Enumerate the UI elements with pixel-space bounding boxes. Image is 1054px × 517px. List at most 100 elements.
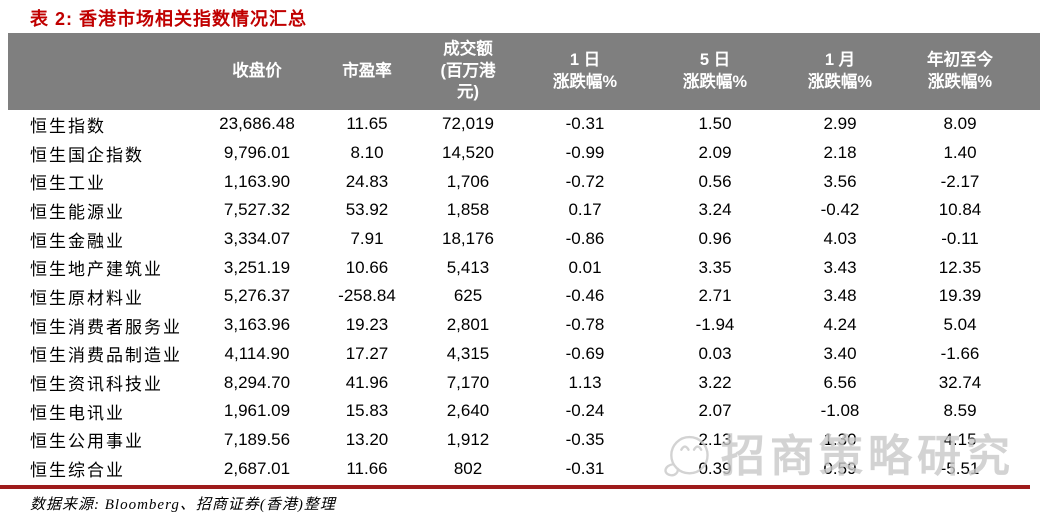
chg_ytd-cell: 10.84 [938, 200, 982, 220]
table-row: 恒生工业 1,163.90 24.83 1,706 -0.72 0.56 3.56 -2.17 [8, 167, 1040, 196]
chg_1d-cell: -0.31 [565, 114, 605, 134]
close-cell: 1,961.09 [223, 401, 291, 421]
table-row: 恒生资讯科技业 8,294.70 41.96 7,170 1.13 3.22 6.56 32.… [8, 368, 1040, 397]
chg_5d-cell: 1.50 [698, 114, 732, 134]
pe-cell: 11.66 [346, 458, 388, 478]
chg_1m-cell: 4.03 [823, 229, 857, 249]
index-name-cell: 恒生指数 [30, 116, 106, 136]
chg_ytd-cell: -1.66 [940, 343, 980, 363]
chg_1m-cell: -0.42 [820, 200, 860, 220]
chg_1d-cell: -0.86 [565, 229, 605, 249]
chg_5d-cell: 0.56 [698, 171, 732, 191]
close-cell: 9,796.01 [223, 143, 291, 163]
index-name-cell: 恒生公用事业 [30, 432, 144, 452]
table-row: 恒生消费品制造业 4,114.90 17.27 4,315 -0.69 0.03 3.40 -… [8, 340, 1040, 369]
table-row: 恒生综合业 2,687.01 11.66 802 -0.31 0.39 0.59 -5.51 [8, 454, 1040, 483]
close-cell: 3,163.96 [223, 315, 291, 335]
pe-cell: 15.83 [345, 401, 389, 421]
chg_5d-cell: 2.07 [698, 401, 732, 421]
chg_1d-cell: -0.46 [565, 286, 605, 306]
chg_ytd-cell: 19.39 [938, 286, 982, 306]
chg_1m-cell: 1.30 [823, 429, 857, 449]
data-source-note: 数据来源: Bloomberg、招商证券(香港)整理 [30, 497, 336, 513]
turnover-cell: 1,912 [446, 429, 490, 449]
table-row: 恒生电讯业 1,961.09 15.83 2,640 -0.24 2.07 -1.08 8.5… [8, 397, 1040, 426]
chg_1d-cell: 0.01 [568, 257, 602, 277]
chg_5d-cell: -1.94 [695, 315, 735, 335]
chg_ytd-cell: 12.35 [938, 257, 982, 277]
chg_1m-cell: 0.59 [823, 458, 857, 478]
chg_ytd-cell: -5.51 [940, 458, 980, 478]
turnover-cell: 7,170 [446, 372, 490, 392]
close-cell: 23,686.48 [219, 114, 295, 134]
chg_ytd-cell: -2.17 [940, 171, 980, 191]
table-row: 恒生能源业 7,527.32 53.92 1,858 0.17 3.24 -0.42 10.8… [8, 196, 1040, 225]
index-name-cell: 恒生资讯科技业 [30, 375, 163, 395]
index-name-cell: 恒生原材料业 [30, 288, 144, 308]
close-cell: 1,163.90 [223, 171, 291, 191]
turnover-cell: 802 [453, 458, 483, 478]
index-name-cell: 恒生工业 [30, 174, 106, 194]
table-row: 恒生金融业 3,334.07 7.91 18,176 -0.86 0.96 4.03 -0.1… [8, 225, 1040, 254]
turnover-cell: 18,176 [442, 229, 494, 249]
close-cell: 4,114.90 [224, 343, 290, 363]
chg_5d-cell: 2.71 [698, 286, 732, 306]
header-index-name [8, 33, 203, 110]
chg_5d-cell: 3.35 [698, 257, 732, 277]
index-name-cell: 恒生消费者服务业 [30, 317, 182, 337]
close-cell: 5,276.37 [223, 286, 291, 306]
header-turnover: 成交额 (百万港 元) [440, 40, 496, 102]
turnover-cell: 72,019 [442, 114, 494, 134]
chg_5d-cell: 0.03 [698, 343, 732, 363]
table-row: 恒生原材料业 5,276.37 -258.84 625 -0.46 2.71 3.48 19.… [8, 282, 1040, 311]
table-row: 恒生指数 23,686.48 11.65 72,019 -0.31 1.50 2.99 8.0… [8, 110, 1040, 139]
chg_ytd-cell: -0.11 [941, 229, 979, 249]
turnover-cell: 14,520 [442, 143, 494, 163]
chg_1m-cell: 6.56 [823, 372, 857, 392]
turnover-cell: 2,640 [446, 401, 490, 421]
hk-index-table: 收盘价 市盈率 成交额 (百万港 元) 1 日 涨跌幅% 5 日 涨跌幅% 1 … [8, 33, 1040, 483]
chg_1d-cell: -0.72 [565, 171, 605, 191]
header-close-price: 收盘价 [232, 61, 282, 80]
header-pe-ratio: 市盈率 [342, 61, 392, 80]
chg_1m-cell: 2.99 [823, 114, 857, 134]
header-1d-change: 1 日 涨跌幅% [552, 51, 618, 91]
chg_5d-cell: 2.13 [698, 429, 732, 449]
turnover-cell: 5,413 [446, 257, 490, 277]
chg_1d-cell: -0.99 [565, 143, 605, 163]
pe-cell: 41.96 [345, 372, 389, 392]
index-name-cell: 恒生地产建筑业 [30, 260, 163, 280]
close-cell: 3,251.19 [223, 257, 291, 277]
pe-cell: 17.27 [345, 343, 389, 363]
close-cell: 7,189.56 [223, 429, 291, 449]
pe-cell: 53.92 [345, 200, 389, 220]
chg_5d-cell: 3.22 [698, 372, 732, 392]
chg_1d-cell: -0.69 [565, 343, 605, 363]
chg_5d-cell: 0.39 [698, 458, 732, 478]
pe-cell: 13.20 [345, 429, 389, 449]
table-body: 恒生指数 23,686.48 11.65 72,019 -0.31 1.50 2.99 8.0… [8, 110, 1040, 483]
chg_5d-cell: 3.24 [698, 200, 732, 220]
table-row: 恒生地产建筑业 3,251.19 10.66 5,413 0.01 3.35 3.43 12.… [8, 253, 1040, 282]
table-row: 恒生公用事业 7,189.56 13.20 1,912 -0.35 2.13 1.30 4.1… [8, 426, 1040, 455]
chg_ytd-cell: 32.74 [938, 372, 982, 392]
table-title: 表 2: 香港市场相关指数情况汇总 [30, 9, 308, 29]
table-row: 恒生消费者服务业 3,163.96 19.23 2,801 -0.78 -1.94 4.24… [8, 311, 1040, 340]
close-cell: 2,687.01 [223, 458, 291, 478]
chg_ytd-cell: 5.04 [943, 315, 977, 335]
turnover-cell: 1,858 [446, 200, 490, 220]
close-cell: 7,527.32 [223, 200, 291, 220]
pe-cell: 24.83 [345, 171, 389, 191]
table-header-row: 收盘价 市盈率 成交额 (百万港 元) 1 日 涨跌幅% 5 日 涨跌幅% 1 … [8, 33, 1040, 110]
close-cell: 3,334.07 [223, 229, 291, 249]
chg_1m-cell: 3.48 [823, 286, 857, 306]
chg_ytd-cell: 8.09 [943, 114, 977, 134]
chg_1m-cell: 4.24 [823, 315, 857, 335]
chg_1d-cell: -0.24 [565, 401, 605, 421]
index-name-cell: 恒生综合业 [30, 461, 125, 481]
chg_1d-cell: -0.31 [565, 458, 605, 478]
pe-cell: 10.66 [345, 257, 389, 277]
chg_1d-cell: 1.13 [568, 372, 602, 392]
chg_ytd-cell: 8.59 [943, 401, 977, 421]
